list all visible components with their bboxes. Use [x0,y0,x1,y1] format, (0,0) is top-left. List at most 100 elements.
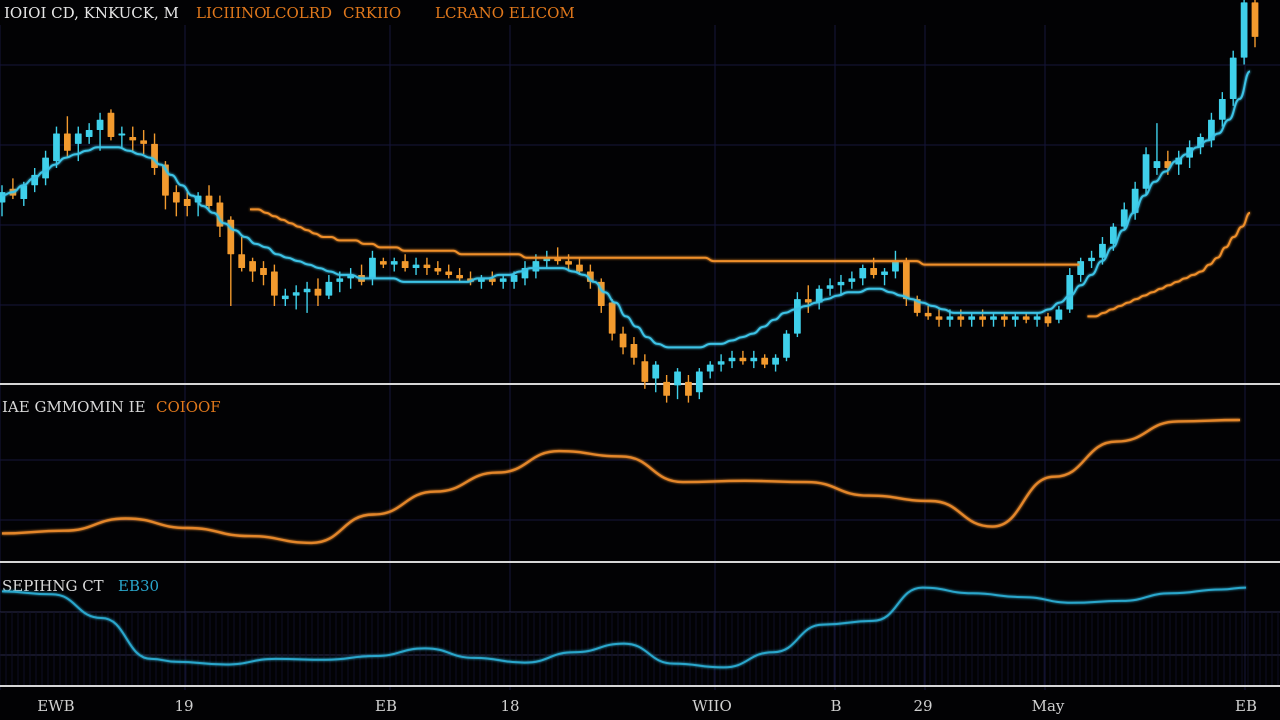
candle [859,264,867,286]
candle [543,250,551,269]
candle-body [1099,243,1106,258]
legend-ma4: LCRANO ELICOM [435,4,575,22]
panel3-value: EB30 [118,577,159,595]
candle-body [1033,316,1041,320]
candle [892,250,899,279]
candle-body [892,261,899,272]
candle-body [151,143,158,168]
candle [761,354,769,369]
candle [238,237,246,272]
candle [674,368,681,400]
candle [750,350,758,369]
candle [445,264,453,279]
candle [390,257,398,272]
candle [358,264,365,286]
candle-body [53,133,60,162]
legend-ma1: LICIIINO [196,4,267,22]
candle-body [20,185,28,200]
candle-body [281,295,289,300]
x-tick-label: B [830,697,841,715]
legend-ma3: CRKIIO [343,4,401,22]
candle-body [1229,57,1237,99]
x-tick-label: EWB [37,697,74,715]
candle [1088,250,1095,269]
candle [641,354,649,389]
candle [260,261,267,286]
candle [292,285,300,310]
candle-body [1240,2,1248,58]
candle [74,126,82,162]
candle [183,192,191,217]
candle-body [85,130,93,137]
candle [815,285,823,310]
candle-body [456,274,463,279]
candle-body [216,202,224,227]
candle [521,261,529,286]
candle-body [1044,316,1052,324]
candle [924,306,932,320]
candle-body [1208,119,1215,141]
x-tick-label: 19 [174,697,193,715]
candle-body [837,281,845,286]
candle [935,309,943,327]
candle-body [935,316,943,320]
candle-body [412,264,420,269]
candle [597,278,605,313]
candle-body [957,316,965,320]
candle-body [118,133,126,136]
candle-body [1077,261,1085,275]
candle [794,292,801,338]
candle-body [717,361,725,365]
candle [1120,202,1128,231]
candle-body [576,264,583,272]
candle-body [238,254,246,269]
candle-body [674,371,681,386]
candle [1066,268,1074,313]
candle [717,354,725,372]
candle-body [902,261,910,300]
candle [848,271,856,289]
candle-body [379,261,387,265]
candle-body [968,316,976,320]
candle-body [1164,161,1172,168]
candle [1208,112,1215,148]
candle-body [706,364,714,372]
candle-body [619,333,627,348]
legend-ma2: LCOLRD [265,4,332,22]
candle-body [630,343,638,358]
candle-body [1153,161,1161,168]
candle [271,264,278,306]
candle-body [804,299,812,303]
grid-lines [0,25,1280,690]
candle [456,268,463,282]
panel2-value: COIOOF [156,398,221,416]
candle-body [979,316,986,320]
candle-body [608,302,616,334]
candle-body [42,157,49,179]
candle [314,278,322,306]
candle [728,350,736,369]
candle [1142,147,1150,196]
candle [107,109,115,141]
candle-body [183,199,191,206]
candle-body [1120,209,1128,227]
x-tick-label: 18 [500,697,519,715]
candle [739,350,747,365]
candle-body [314,288,322,296]
oscillator-line [1,418,1241,545]
x-tick-label: EB [1235,697,1257,715]
candle-body [641,361,649,382]
candle [554,247,562,265]
candle [663,375,671,403]
candle-body [445,271,453,275]
x-axis: EWB 19 EB 18 WIIO B 29 May EB [37,697,1257,715]
candle [325,274,333,300]
candle-body [565,261,572,265]
candle [9,178,17,200]
candle-body [1218,99,1226,120]
candle [1001,312,1008,327]
candle [837,274,845,296]
candle-body [369,257,376,279]
